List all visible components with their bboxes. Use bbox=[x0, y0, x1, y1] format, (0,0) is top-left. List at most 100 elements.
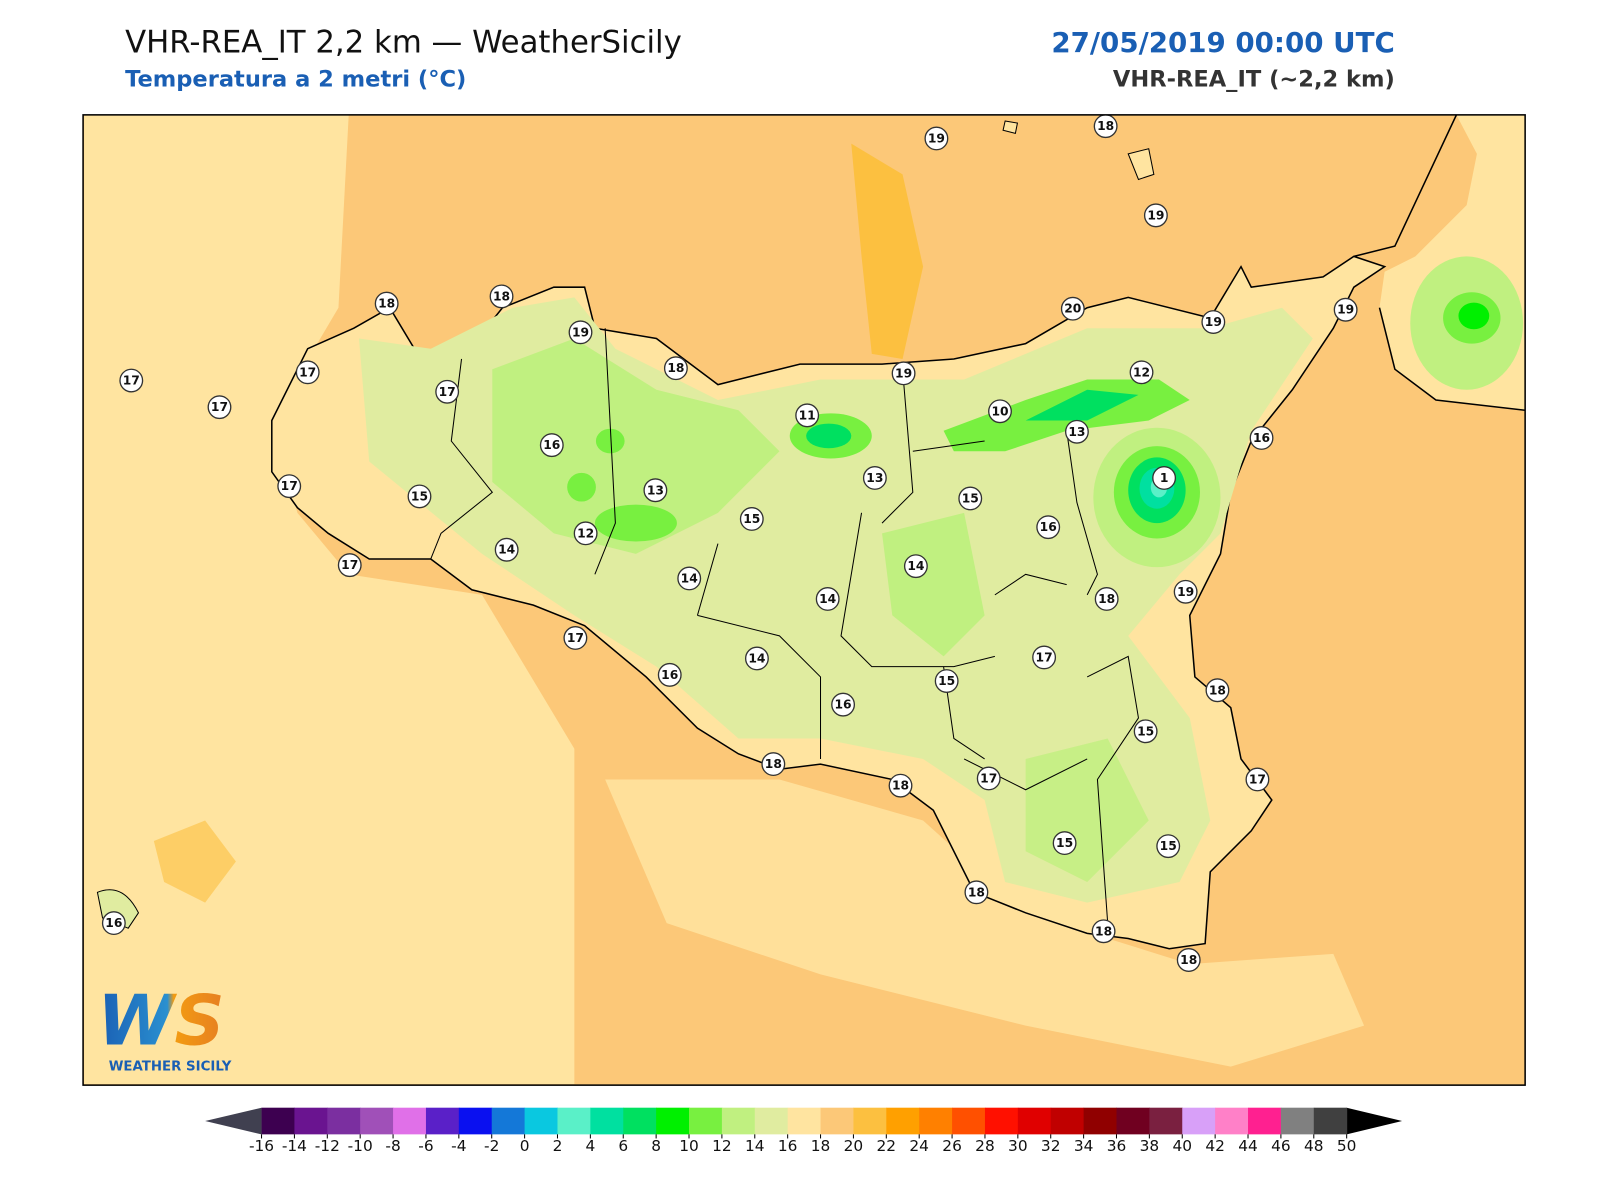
map-frame bbox=[82, 114, 1526, 1086]
station-marker bbox=[277, 474, 302, 499]
station-value: 10 bbox=[991, 404, 1008, 418]
colorbar-tick-label: -4 bbox=[451, 1137, 466, 1155]
colorbar-swatch bbox=[1280, 1107, 1315, 1135]
logo-mark: WS bbox=[97, 981, 224, 1062]
station-marker bbox=[435, 379, 460, 404]
station-value: 17 bbox=[341, 558, 358, 572]
station-value: 19 bbox=[1147, 208, 1164, 222]
station: 16 bbox=[831, 692, 856, 717]
station-value: 17 bbox=[439, 385, 456, 399]
colorbar-swatch bbox=[1083, 1107, 1118, 1135]
station-value: 19 bbox=[928, 131, 945, 145]
station-marker bbox=[1245, 767, 1270, 792]
station-marker bbox=[1156, 834, 1181, 859]
station: 18 bbox=[663, 356, 688, 381]
station: 12 bbox=[573, 521, 598, 546]
logo-name: WEATHER SICILY bbox=[109, 1060, 232, 1075]
station-marker bbox=[1173, 579, 1198, 604]
station-marker bbox=[1176, 948, 1201, 972]
station-marker bbox=[744, 646, 769, 671]
station: 16 bbox=[1036, 515, 1061, 540]
station-value: 14 bbox=[819, 592, 836, 606]
station-marker bbox=[1201, 310, 1226, 334]
station-value: 18 bbox=[1209, 683, 1226, 697]
colorbar-swatch bbox=[590, 1107, 624, 1135]
station: 19 bbox=[1201, 310, 1226, 334]
stations: 19 18 19 18 18 19 20 19 19 17 17 17 18 19 12 17 11 10 13 16… bbox=[101, 114, 1358, 972]
station: 12 bbox=[1129, 360, 1154, 385]
colorbar-swatch bbox=[360, 1107, 394, 1135]
colorbar-tick-label: 10 bbox=[679, 1137, 699, 1155]
station-value: 15 bbox=[938, 674, 955, 688]
station: 15 bbox=[934, 669, 959, 693]
station: 16 bbox=[1249, 425, 1274, 450]
station-value: 14 bbox=[681, 571, 698, 585]
station-value: 15 bbox=[1056, 836, 1073, 850]
colorbar: -16 -14 -12 -10 -8 -6 -4 -2 0 2 4 6 8 10 12 14 16 18 20 22 2… bbox=[205, 1107, 1403, 1155]
station-value: 17 bbox=[1249, 772, 1266, 786]
station-value: 16 bbox=[1040, 520, 1057, 534]
station: 19 bbox=[924, 126, 949, 151]
station: 18 bbox=[1205, 678, 1230, 703]
station: 15 bbox=[958, 486, 983, 511]
colorbar-tick-label: 48 bbox=[1304, 1137, 1324, 1155]
station-marker bbox=[568, 320, 593, 345]
colorbar-tick-label: -14 bbox=[282, 1137, 307, 1155]
station: 16 bbox=[539, 433, 564, 458]
station-value: 18 bbox=[1180, 953, 1197, 967]
station-marker bbox=[1133, 719, 1158, 744]
colorbar-swatch bbox=[1248, 1107, 1282, 1135]
station: 15 bbox=[1052, 831, 1077, 856]
station: 20 bbox=[1060, 296, 1085, 321]
colorbar-tick-label: 18 bbox=[811, 1137, 831, 1155]
colorbar-swatch bbox=[886, 1107, 920, 1135]
colorbar-swatch bbox=[557, 1107, 591, 1135]
station-marker bbox=[891, 361, 916, 386]
colorbar-swatch bbox=[1182, 1107, 1216, 1135]
colorbar-tick-label: 42 bbox=[1205, 1137, 1225, 1155]
colorbar-swatch bbox=[1017, 1107, 1052, 1135]
colorbar-swatch bbox=[689, 1107, 723, 1135]
station: 10 bbox=[988, 399, 1012, 424]
colorbar-swatch bbox=[1149, 1107, 1183, 1135]
station-value: 16 bbox=[835, 698, 852, 712]
station-value: 14 bbox=[498, 543, 515, 557]
station-marker bbox=[489, 284, 514, 309]
station-value: 17 bbox=[567, 631, 584, 645]
station-value: 17 bbox=[980, 771, 997, 785]
station-value: 1 bbox=[1160, 471, 1169, 485]
station: 16 bbox=[657, 662, 682, 687]
station: 13 bbox=[643, 478, 668, 503]
colorbar-swatch bbox=[1215, 1107, 1249, 1135]
station-value: 18 bbox=[1095, 924, 1112, 938]
station-marker bbox=[1129, 360, 1154, 385]
station: 18 bbox=[1091, 919, 1116, 944]
colorbar-tick-label: 26 bbox=[942, 1137, 962, 1155]
logo: WS WEATHER SICILY bbox=[97, 981, 231, 1075]
colorbar-tick-label: 12 bbox=[712, 1137, 732, 1155]
station-marker bbox=[563, 626, 588, 650]
station-marker bbox=[988, 399, 1012, 424]
colorbar-tick-label: 20 bbox=[844, 1137, 864, 1155]
station-marker bbox=[1094, 587, 1119, 611]
station: 14 bbox=[903, 554, 928, 579]
station: 11 bbox=[795, 403, 820, 428]
station-marker bbox=[888, 773, 913, 798]
station-marker bbox=[1205, 678, 1230, 703]
station: 1 bbox=[1152, 465, 1177, 490]
station: 16 bbox=[101, 911, 126, 936]
station-value: 17 bbox=[281, 479, 298, 493]
station-marker bbox=[831, 692, 856, 717]
colorbar-tick-label: 16 bbox=[778, 1137, 798, 1155]
station-marker bbox=[119, 368, 144, 393]
station: 14 bbox=[677, 566, 702, 591]
colorbar-tick-label: 28 bbox=[975, 1137, 995, 1155]
station-value: 18 bbox=[667, 361, 684, 375]
colorbar-tick-label: 46 bbox=[1271, 1137, 1291, 1155]
station-value: 18 bbox=[892, 779, 909, 793]
colorbar-swatch bbox=[294, 1107, 328, 1135]
station: 18 bbox=[489, 284, 514, 309]
station-marker bbox=[934, 669, 959, 693]
station-value: 19 bbox=[1205, 315, 1222, 329]
